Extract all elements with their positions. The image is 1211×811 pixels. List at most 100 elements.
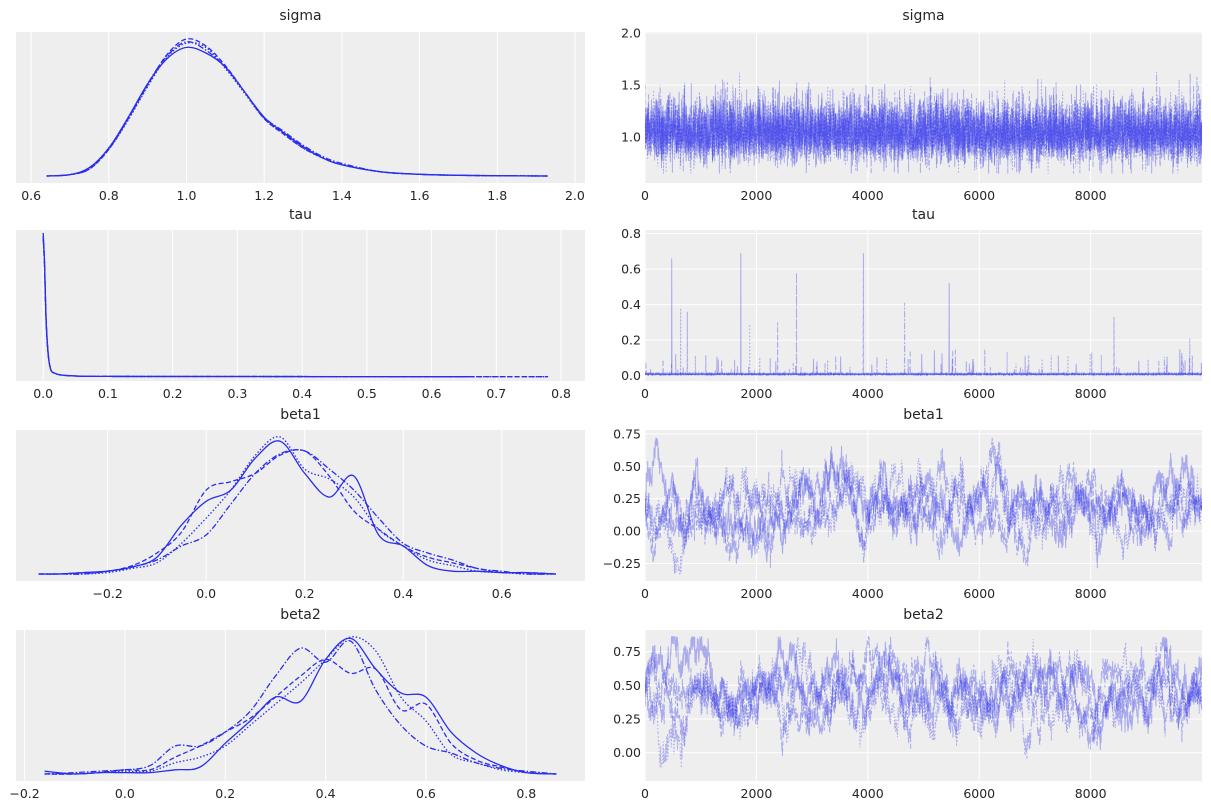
- y-tick-label: 0.50: [613, 678, 641, 693]
- y-tick-label: 0.6: [621, 262, 641, 277]
- kde-panel-tau: 0.0 0.1 0.2 0.3 0.4 0.5 0.6 0.7 0.8: [16, 230, 585, 401]
- x-tick-label: 1.0: [177, 188, 197, 203]
- x-tick-label: 0.6: [422, 386, 442, 401]
- x-tick-label: 0.6: [416, 786, 436, 801]
- plot-area: [645, 230, 1202, 381]
- kde-title-tau: tau: [289, 207, 312, 223]
- trace-line-chain-1: [645, 636, 1202, 768]
- x-tick-label: 8000: [1075, 586, 1107, 601]
- x-tick-label: 2000: [741, 786, 773, 801]
- x-tick-label: 2000: [741, 188, 773, 203]
- trace-title-beta2: beta2: [903, 607, 944, 623]
- trace-line-chain-3: [645, 272, 1202, 377]
- trace-line-chain-0: [645, 253, 1202, 377]
- x-tick-label: 2.0: [565, 188, 585, 203]
- kde-line-chain-3: [44, 640, 557, 775]
- x-tick-label: 2000: [741, 386, 773, 401]
- trace-line-chain-1: [645, 441, 1202, 575]
- x-tick-label: 6000: [963, 386, 995, 401]
- y-tick-label: 0.00: [613, 745, 641, 760]
- kde-panel-beta2: −0.2 0.0 0.2 0.4 0.6 0.8: [9, 630, 585, 801]
- trace-line-chain-0: [645, 636, 1202, 751]
- trace-line-chain-1: [645, 72, 1202, 174]
- x-tick-label: 0: [641, 188, 649, 203]
- x-tick-label: 1.6: [410, 188, 430, 203]
- x-tick-label: 8000: [1075, 786, 1107, 801]
- y-tick-label: 0.00: [613, 524, 641, 539]
- x-tick-label: 1.8: [487, 188, 507, 203]
- series-group: [46, 38, 548, 177]
- x-tick-label: 0.1: [98, 386, 118, 401]
- x-tick-label: 0.2: [215, 786, 235, 801]
- x-tick-label: 4000: [852, 586, 884, 601]
- trace-line-chain-2: [645, 453, 1202, 568]
- trace-panel-beta1: 0 2000 4000 6000 8000 −0.25 0.00 0.25 0.50 0.75: [603, 426, 1202, 601]
- kde-line-chain-1: [38, 436, 556, 575]
- series-group: [42, 232, 549, 378]
- y-tick-label: 0.50: [613, 459, 641, 474]
- x-tick-label: 0.5: [357, 386, 377, 401]
- y-tick-label: 0.8: [621, 226, 641, 241]
- x-tick-label: 6000: [963, 786, 995, 801]
- x-tick-label: 4000: [852, 386, 884, 401]
- x-tick-label: 0: [641, 586, 649, 601]
- plot-area: [16, 32, 585, 183]
- trace-panel-beta2: 0 2000 4000 6000 8000 0.00 0.25 0.50 0.75: [613, 630, 1202, 801]
- x-tick-label: 2000: [741, 586, 773, 601]
- x-tick-label: 0.8: [551, 386, 571, 401]
- plot-area: [16, 430, 585, 581]
- series-group: [645, 71, 1202, 174]
- x-tick-label: 0.2: [163, 386, 183, 401]
- y-tick-label: 1.0: [621, 130, 641, 145]
- x-tick-label: 0.6: [492, 586, 512, 601]
- trace-title-tau: tau: [912, 207, 935, 223]
- x-tick-label: −0.2: [9, 786, 39, 801]
- kde-line-chain-1: [44, 636, 557, 775]
- y-tick-label: 0.75: [613, 644, 641, 659]
- kde-title-beta2: beta2: [280, 607, 321, 623]
- x-tick-label: 0: [641, 786, 649, 801]
- trace-panel-sigma: 0 2000 4000 6000 8000 1.0 1.5 2.0: [621, 26, 1202, 203]
- x-tick-label: 0.4: [292, 386, 312, 401]
- kde-line-chain-3: [38, 449, 556, 575]
- kde-title-sigma: sigma: [279, 8, 322, 24]
- trace-title-sigma: sigma: [902, 8, 945, 24]
- y-tick-label: −0.25: [603, 556, 641, 571]
- x-tick-label: 1.4: [332, 188, 352, 203]
- kde-line-chain-0: [44, 637, 557, 775]
- y-tick-label: 0.25: [613, 491, 641, 506]
- y-tick-label: 1.5: [621, 78, 641, 93]
- y-tick-label: 0.0: [621, 368, 641, 383]
- x-tick-label: 1.2: [254, 188, 274, 203]
- y-tick-label: 2.0: [621, 26, 641, 41]
- x-tick-label: 0.2: [295, 586, 315, 601]
- x-tick-label: 8000: [1075, 188, 1107, 203]
- x-tick-label: 6000: [963, 188, 995, 203]
- x-tick-label: 4000: [852, 786, 884, 801]
- plot-area: [645, 430, 1202, 581]
- x-tick-label: 0.7: [486, 386, 506, 401]
- trace-line-chain-2: [645, 253, 1202, 377]
- kde-panel-beta1: −0.2 0.0 0.2 0.4 0.6: [16, 430, 585, 601]
- x-tick-label: 0.0: [33, 386, 53, 401]
- y-tick-label: 0.4: [621, 297, 641, 312]
- x-tick-label: 0.8: [99, 188, 119, 203]
- trace-line-chain-3: [645, 636, 1202, 759]
- x-tick-label: 0.6: [21, 188, 41, 203]
- trace-line-chain-2: [645, 636, 1202, 757]
- x-tick-label: 0.8: [516, 786, 536, 801]
- x-tick-label: 0.0: [115, 786, 135, 801]
- trace-panel-tau: 0 2000 4000 6000 8000 0.0 0.2 0.4 0.6 0.8: [621, 226, 1202, 401]
- x-tick-label: 0.4: [316, 786, 336, 801]
- series-group: [645, 636, 1202, 768]
- x-tick-label: 0.4: [393, 586, 413, 601]
- trace-line-chain-0: [645, 80, 1202, 174]
- trace-line-chain-1: [645, 308, 1202, 377]
- trace-title-beta1: beta1: [903, 407, 944, 423]
- x-tick-label: 0.0: [196, 586, 216, 601]
- y-tick-label: 0.25: [613, 711, 641, 726]
- x-tick-label: 4000: [852, 188, 884, 203]
- plot-area: [16, 630, 585, 781]
- x-tick-label: −0.2: [92, 586, 122, 601]
